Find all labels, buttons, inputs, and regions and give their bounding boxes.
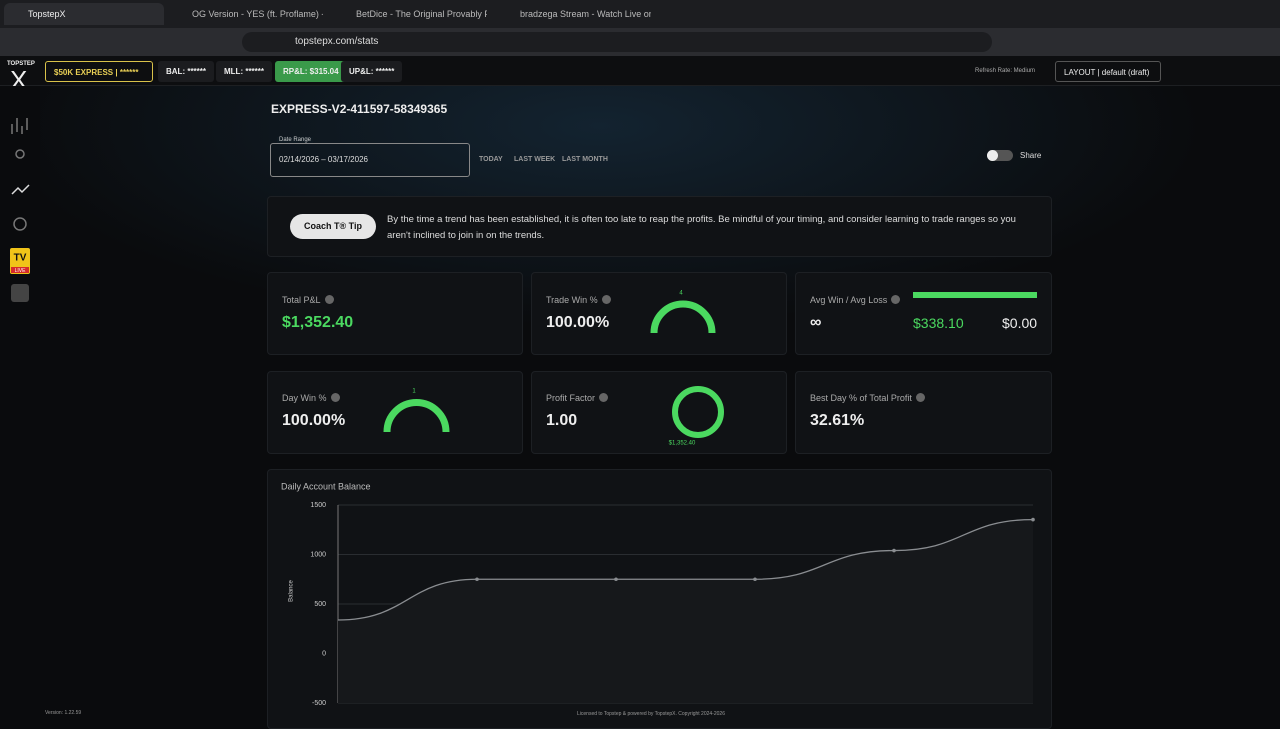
sidebar (0, 86, 40, 720)
help-icon[interactable] (11, 284, 29, 302)
upl: UP&L: ****** (341, 61, 403, 82)
y-tick-label: -500 (312, 700, 326, 707)
rpl: RP&L: $315.04 (275, 61, 347, 82)
layout-select[interactable]: LAYOUT | default (draft) (1055, 61, 1161, 82)
license: Licensed to Topstep & powered by Topstep… (577, 711, 725, 717)
chart-title: Daily Account Balance (281, 481, 371, 491)
date-range-value: 02/14/2026 – 03/17/2026 (279, 155, 368, 164)
stat-label-text: Profit Factor (546, 393, 596, 403)
win-loss-bar (913, 292, 1037, 298)
account-id: EXPRESS-V2-411597-58349365 (271, 102, 448, 116)
stat-label: Trade Win % (546, 295, 611, 305)
refresh-rate: Refresh Rate: Medium (975, 68, 1036, 74)
stat-card (795, 371, 1052, 454)
y-tick-label: 1000 (310, 551, 326, 558)
y-tick-label: 500 (314, 601, 326, 608)
avg-win: $338.10 (913, 315, 964, 331)
icon-users[interactable] (15, 149, 25, 159)
live-text: LIVE (15, 268, 27, 274)
version: Version: 1.22.59 (45, 710, 82, 716)
share-toggle[interactable] (987, 150, 1013, 161)
balance-point (892, 548, 896, 553)
mll: MLL: ****** (216, 61, 273, 82)
icon-chart[interactable] (11, 118, 28, 134)
y-tick-label: 1500 (310, 502, 326, 509)
stat-value: 100.00% (282, 412, 346, 429)
balance-point (1031, 517, 1035, 522)
y-tick-label: 0 (322, 650, 326, 657)
stat-label-text: Trade Win % (546, 295, 598, 305)
balance-point (475, 577, 479, 582)
stat-value: $1,352.40 (282, 314, 354, 331)
account-select[interactable]: $50K EXPRESS | ****** (45, 61, 153, 82)
sidebar-icons: TV LIVE (10, 118, 30, 302)
stat-card (531, 371, 787, 454)
range-button[interactable]: LAST MONTH (562, 156, 608, 163)
tab[interactable]: OG Version - YES (ft. Proflame) - You (192, 9, 323, 19)
balance-area (338, 519, 1033, 703)
range-button[interactable]: TODAY (479, 156, 503, 163)
stat-label: Day Win % (282, 393, 340, 403)
y-axis-label: Balance (289, 579, 295, 601)
stat-label-text: Day Win % (282, 393, 327, 403)
date-range[interactable] (270, 143, 470, 177)
tab[interactable]: TopstepX (4, 3, 164, 25)
share-label: Share (1020, 151, 1042, 160)
range-button[interactable]: LAST WEEK (514, 156, 556, 163)
tab[interactable]: BetDice - The Original Provably Fair C (356, 9, 487, 19)
stat-card (267, 272, 523, 355)
balance-chart: Daily Account Balance Balance 1500 1000 50… (281, 481, 1035, 707)
stat-value: 32.61% (810, 412, 865, 429)
stat-label: Profit Factor (546, 393, 609, 403)
stat-label-text: Total P&L (282, 295, 321, 305)
date-range-label: Date Range (277, 137, 314, 143)
balance-point (753, 577, 757, 582)
url-field[interactable]: topstepx.com/stats (242, 32, 992, 52)
stat-label: Avg Win / Avg Loss (810, 295, 901, 305)
stat-value: 1.00 (546, 412, 578, 429)
avg-loss: $0.00 (1002, 315, 1038, 331)
tip-card (267, 196, 1052, 257)
logo-top: TOPSTEP (7, 61, 35, 67)
stat-card (795, 272, 1052, 355)
icon-stats[interactable] (11, 184, 30, 195)
stat-value: 100.00% (546, 314, 610, 331)
stat-label: Best Day % of Total Profit (810, 393, 925, 403)
bal: BAL: ****** (158, 61, 215, 82)
icon-settings[interactable] (13, 217, 27, 231)
tv-text: TV (14, 253, 27, 264)
tip-button[interactable]: Coach T® Tip (290, 214, 376, 239)
live-strip (11, 267, 29, 273)
stat-label-text: Best Day % of Total Profit (810, 393, 912, 403)
tab-bar (0, 0, 1280, 28)
stat-label: Total P&L (282, 295, 334, 305)
balance-point (614, 577, 618, 582)
stat-label-text: Avg Win / Avg Loss (810, 295, 888, 305)
tab[interactable]: bradzega Stream - Watch Live on Kic (520, 9, 651, 19)
stat-value: ∞ (810, 314, 822, 331)
balance-line (337, 518, 1034, 621)
tip-text: By the time a trend has been established… (387, 214, 1016, 241)
